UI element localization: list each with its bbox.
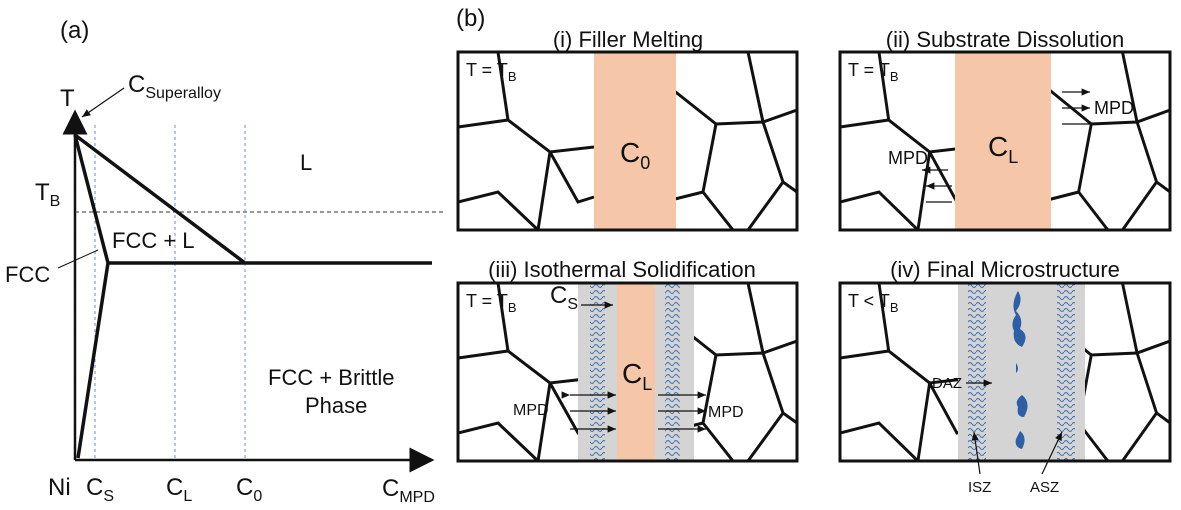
text-sub: B: [50, 193, 61, 210]
zone: [590, 283, 605, 461]
region-label: FCC: [5, 262, 50, 287]
text-main: C: [128, 71, 145, 98]
text-main: C: [988, 131, 1008, 162]
label: MPD: [513, 402, 549, 419]
text-sub: B: [508, 69, 517, 84]
stage-title: (ii) Substrate Dissolution: [886, 27, 1124, 52]
text-sub: S: [103, 488, 114, 505]
text-main: C: [382, 475, 399, 502]
panel-label: (a): [60, 17, 89, 44]
text-sub: Superalloy: [145, 85, 221, 102]
text-sub: B: [508, 300, 517, 315]
solid-label: CS: [550, 282, 578, 313]
panel-label: (b): [456, 5, 485, 32]
panel-b: (b) (i) Filler Melting T = TB C0 (ii) Su…: [456, 5, 1170, 496]
text-main: C: [550, 282, 567, 309]
stage-title: (iii) Isothermal Solidification: [488, 257, 756, 282]
text-sub: 0: [253, 488, 262, 505]
label: MPD: [1094, 98, 1134, 118]
text-sub: L: [1008, 147, 1018, 167]
tick-label: C0: [236, 474, 262, 505]
temp-label: T = TB: [466, 291, 517, 315]
tick-label: CL: [166, 474, 192, 505]
axis-label: CMPD: [382, 475, 435, 505]
text-sub: L: [183, 488, 192, 505]
text-sub: B: [890, 69, 899, 84]
temp-label: T = TB: [466, 60, 517, 84]
stage-box: T < TB DAZ: [840, 283, 1170, 461]
stage-title: (iv) Final Microstructure: [890, 257, 1120, 282]
text-main: T = T: [466, 60, 508, 80]
region-label: FCC + Brittle: [268, 365, 395, 390]
text-sub: 0: [640, 153, 650, 173]
zone: [665, 283, 680, 461]
temp-label: T < TB: [848, 291, 899, 315]
text-sub: MPD: [399, 489, 435, 505]
phase-boundary: [75, 135, 432, 458]
text-main: T: [35, 179, 50, 206]
stage-box: T = TB C0: [458, 52, 797, 230]
label: MPD: [708, 404, 744, 421]
stage-title: (i) Filler Melting: [553, 27, 703, 52]
tick-label: CS: [86, 474, 114, 505]
annotation: CSuperalloy: [128, 71, 221, 102]
pointer: [82, 88, 124, 117]
temp-label: T = TB: [848, 60, 899, 84]
text-main: T = T: [848, 60, 890, 80]
text-sub: S: [567, 296, 578, 313]
text-main: C: [236, 474, 253, 501]
region-label: Phase: [305, 393, 367, 418]
stage-box: T = TB CL MPD MPD: [840, 52, 1170, 230]
region-label: FCC + L: [112, 228, 195, 253]
label: ISZ: [968, 479, 991, 496]
zone: [968, 283, 986, 461]
panel-a: (a) T CSuperalloy TB L FCC + L FCC FCC +…: [5, 17, 445, 505]
text-main: T = T: [466, 291, 508, 311]
label: ASZ: [1030, 479, 1059, 496]
figure: (a) T CSuperalloy TB L FCC + L FCC FCC +…: [0, 0, 1181, 505]
text-main: C: [620, 137, 640, 168]
label: MPD: [888, 148, 928, 168]
text-main: C: [622, 358, 642, 389]
text-main: C: [166, 474, 183, 501]
pointer: [58, 250, 98, 268]
text-main: T < T: [848, 291, 890, 311]
text-main: C: [86, 474, 103, 501]
text-sub: L: [642, 374, 652, 394]
zone: [1057, 283, 1075, 461]
axis-label: T: [60, 85, 75, 112]
tb-label: TB: [35, 179, 60, 210]
region-label: L: [300, 150, 312, 175]
label: DAZ: [932, 375, 962, 392]
tick-label: Ni: [48, 474, 71, 501]
stage-box: T = TB CS CL MPD MPD: [458, 282, 797, 461]
text-sub: B: [890, 300, 899, 315]
